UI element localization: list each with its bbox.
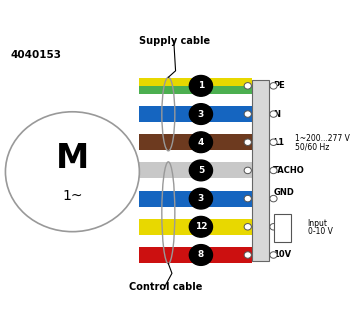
Bar	[139, 86, 252, 94]
Text: 12: 12	[195, 222, 207, 231]
Circle shape	[244, 167, 251, 174]
Circle shape	[189, 104, 212, 124]
Text: GND: GND	[273, 188, 294, 197]
Circle shape	[189, 216, 212, 237]
Text: 0-10 V: 0-10 V	[308, 227, 333, 236]
Circle shape	[270, 111, 277, 117]
Text: 4: 4	[198, 138, 204, 147]
Text: 8: 8	[198, 250, 204, 260]
Text: Supply cable: Supply cable	[139, 36, 210, 45]
Text: 50/60 Hz: 50/60 Hz	[295, 143, 329, 152]
Bar	[139, 191, 252, 207]
Text: 3: 3	[198, 194, 204, 203]
Bar	[139, 219, 252, 235]
Text: TACHO: TACHO	[273, 166, 305, 175]
Text: M: M	[56, 142, 89, 175]
Circle shape	[244, 111, 251, 117]
Circle shape	[189, 188, 212, 209]
Circle shape	[189, 132, 212, 153]
Bar	[139, 134, 252, 150]
Circle shape	[189, 75, 212, 96]
Bar	[252, 80, 269, 261]
Bar	[139, 78, 252, 86]
Circle shape	[270, 252, 277, 258]
Circle shape	[270, 224, 277, 230]
Circle shape	[270, 167, 277, 174]
Text: 1~: 1~	[62, 189, 83, 203]
Circle shape	[5, 112, 139, 232]
Text: Adj: Adj	[275, 222, 291, 231]
Bar	[139, 162, 252, 179]
Text: N: N	[273, 110, 280, 119]
Text: 10V: 10V	[273, 250, 291, 260]
Text: PE: PE	[273, 81, 285, 90]
Circle shape	[244, 195, 251, 202]
Circle shape	[270, 83, 277, 89]
Bar	[139, 106, 252, 122]
Text: L1: L1	[273, 138, 285, 147]
Circle shape	[189, 245, 212, 265]
Text: 5: 5	[198, 166, 204, 175]
Text: Input: Input	[308, 219, 328, 228]
Circle shape	[270, 139, 277, 145]
Circle shape	[244, 83, 251, 89]
Circle shape	[270, 195, 277, 202]
Circle shape	[244, 224, 251, 230]
Text: 1: 1	[198, 81, 204, 90]
Circle shape	[244, 252, 251, 258]
Text: Control cable: Control cable	[129, 282, 202, 292]
Text: 3: 3	[198, 110, 204, 119]
Text: 1~200...277 V: 1~200...277 V	[295, 134, 350, 143]
Circle shape	[244, 139, 251, 145]
Bar	[274, 214, 291, 242]
Text: 4040153: 4040153	[11, 50, 62, 60]
Circle shape	[189, 160, 212, 181]
Bar	[139, 247, 252, 263]
